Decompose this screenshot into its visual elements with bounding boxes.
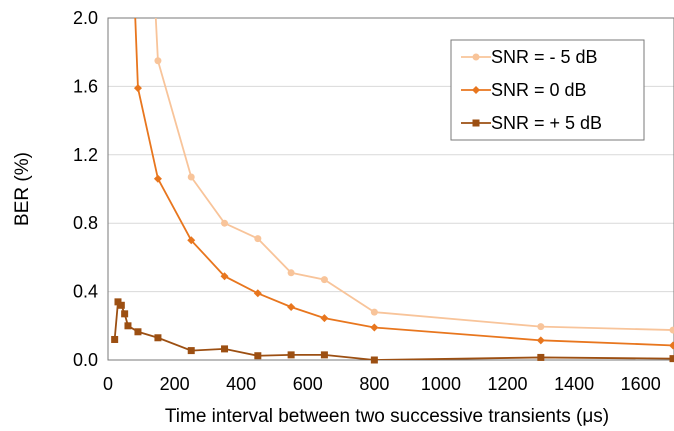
series-3-line [113,299,674,360]
legend-label: SNR = + 5 dB [491,113,602,133]
x-tick-label: 800 [359,374,389,394]
series-3-point [124,322,132,330]
legend-swatch-marker [472,119,480,127]
series-2-point [133,84,142,93]
series-1-point [370,308,378,316]
series-2-point [536,336,545,345]
legend-swatch-marker [472,53,480,61]
series-3-point [537,353,545,361]
series-3-point [287,351,295,359]
x-axis-ticks: 0 200 400 600 800 1000 1200 1400 1600 [103,374,661,394]
series-1-point [221,219,229,227]
legend-label: SNR = 0 dB [491,80,587,100]
x-tick-label: 1400 [554,374,594,394]
series-3-point [254,352,262,360]
y-axis-title: BER (%) [12,152,33,226]
legend-label: SNR = - 5 dB [491,47,598,67]
series-2-point [253,289,262,298]
x-axis-title: Time interval between two successive tra… [165,406,609,427]
series-1-point [254,235,262,243]
series-2-point [669,341,674,350]
series-layer [111,18,674,364]
y-tick-label: 1.6 [73,76,98,96]
series-2-point [370,323,379,332]
series-3-point [154,334,162,342]
x-tick-label: 1000 [421,374,461,394]
x-tick-label: 200 [160,374,190,394]
series-3-point [370,356,378,364]
series-2-point [220,272,229,281]
y-tick-label: 0.4 [73,282,98,302]
series-2-point [187,236,196,245]
series-2-point [320,314,329,323]
series-3-point [121,310,129,318]
series-3-point [111,335,119,343]
series-2-point [287,302,296,311]
series-1-point [320,276,328,284]
x-tick-label: 1200 [488,374,528,394]
y-axis-ticks: 0.0 0.4 0.8 1.2 1.6 2.0 [73,8,98,370]
series-1-line [154,18,674,331]
series-1-point [154,57,162,65]
legend: SNR = - 5 dB SNR = 0 dB SNR = + 5 dB [450,39,645,141]
series-3-point [320,351,328,359]
series-1-point [287,269,295,277]
x-tick-label: 600 [293,374,323,394]
legend-swatch-marker [472,86,480,94]
series-3-point [187,347,195,355]
series-1-point [537,323,545,331]
y-tick-label: 0.0 [73,350,98,370]
series-1-point [669,326,674,334]
y-tick-label: 0.8 [73,213,98,233]
series-3-point [221,345,229,353]
y-tick-label: 2.0 [73,8,98,28]
series-2-point [153,174,162,183]
x-tick-label: 1600 [621,374,661,394]
series-3-point [117,301,125,309]
series-3-point [134,328,142,336]
series-1-point [187,173,195,181]
series-3-point [669,355,674,363]
x-tick-label: 400 [226,374,256,394]
y-tick-label: 1.2 [73,145,98,165]
x-tick-label: 0 [103,374,113,394]
